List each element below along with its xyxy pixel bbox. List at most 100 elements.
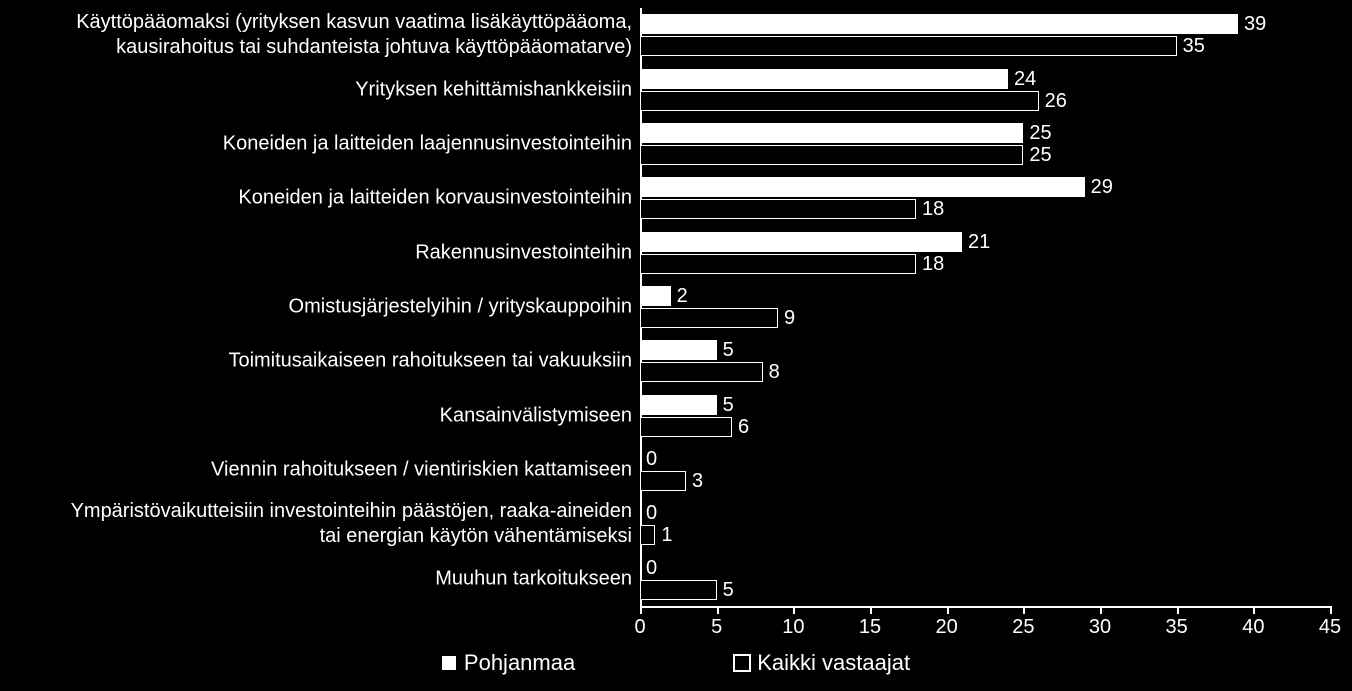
bar-wrap: 24 (640, 69, 1330, 89)
bar-wrap: 8 (640, 362, 1330, 382)
bar-value: 5 (723, 580, 734, 600)
bar-value: 26 (1045, 91, 1067, 111)
bar-wrap: 25 (640, 145, 1330, 165)
x-tick-label: 35 (1166, 616, 1188, 639)
category-label: Muuhun tarkoitukseen (12, 566, 632, 591)
x-tick-label: 40 (1242, 616, 1264, 639)
bar-wrap: 3 (640, 471, 1330, 491)
bar (640, 471, 686, 491)
bar (640, 395, 717, 415)
bar-wrap: 5 (640, 395, 1330, 415)
bar-value: 0 (646, 558, 657, 578)
legend: Pohjanmaa Kaikki vastaajat (0, 650, 1352, 676)
bar-value: 35 (1183, 36, 1205, 56)
bar (640, 69, 1008, 89)
category-label: Viennin rahoitukseen / vientiriskien kat… (12, 458, 632, 483)
x-tick (1177, 606, 1179, 614)
bar-group: 03 (640, 443, 1330, 497)
x-tick (870, 606, 872, 614)
x-tick-label: 45 (1319, 616, 1341, 639)
bar-wrap: 6 (640, 417, 1330, 437)
bar (640, 525, 655, 545)
category-label: Omistusjärjestelyihin / yrityskauppoihin (12, 294, 632, 319)
x-tick-label: 25 (1012, 616, 1034, 639)
bar-value: 2 (677, 286, 688, 306)
bar-value: 39 (1244, 14, 1266, 34)
bar-wrap: 0 (640, 503, 1330, 523)
category-label: Käyttöpääomaksi (yrityksen kasvun vaatim… (12, 10, 632, 60)
bar (640, 199, 916, 219)
bar-value: 25 (1029, 145, 1051, 165)
bar (640, 340, 717, 360)
category-label: Koneiden ja laitteiden korvausinvestoint… (12, 186, 632, 211)
bar-group: 01 (640, 497, 1330, 551)
bar-group: 56 (640, 389, 1330, 443)
category-label: Yrityksen kehittämishankkeisiin (12, 77, 632, 102)
bar-group: 29 18 (640, 171, 1330, 225)
bar-value: 18 (922, 199, 944, 219)
bar-wrap: 2 (640, 286, 1330, 306)
bar-wrap: 21 (640, 232, 1330, 252)
bar (640, 36, 1177, 56)
x-tick (1023, 606, 1025, 614)
x-tick (717, 606, 719, 614)
bar-value: 9 (784, 308, 795, 328)
x-tick (640, 606, 642, 614)
legend-item-kaikki: Kaikki vastaajat (735, 650, 910, 676)
bar-wrap: 5 (640, 340, 1330, 360)
bar-wrap: 0 (640, 558, 1330, 578)
bar-wrap: 18 (640, 199, 1330, 219)
category-label: Kansainvälistymiseen (12, 403, 632, 428)
bar-wrap: 35 (640, 36, 1330, 56)
legend-swatch (735, 656, 749, 670)
x-tick (1330, 606, 1332, 614)
category-label: Rakennusinvestointeihin (12, 240, 632, 265)
bar-value: 5 (723, 395, 734, 415)
plot-area: 39352426252529182118295856030105 (640, 8, 1330, 606)
x-tick-label: 30 (1089, 616, 1111, 639)
bar-wrap: 0 (640, 449, 1330, 469)
x-tick-label: 20 (936, 616, 958, 639)
bar-wrap: 1 (640, 525, 1330, 545)
bar-group: 05 (640, 552, 1330, 606)
bar (640, 177, 1085, 197)
bar-group: 2118 (640, 225, 1330, 279)
bar-value: 18 (922, 254, 944, 274)
bar-wrap: 18 (640, 254, 1330, 274)
legend-swatch (442, 656, 456, 670)
x-tick (947, 606, 949, 614)
bar-group: 58 (640, 334, 1330, 388)
bar-value: 0 (646, 503, 657, 523)
bar (640, 14, 1238, 34)
bar-value: 3 (692, 471, 703, 491)
bar-wrap: 25 (640, 123, 1330, 143)
x-tick-label: 10 (782, 616, 804, 639)
bar-value: 29 (1091, 177, 1113, 197)
bar-value: 25 (1029, 123, 1051, 143)
x-axis: 051015202530354045 (640, 606, 1330, 646)
bar-value: 6 (738, 417, 749, 437)
x-tick (1100, 606, 1102, 614)
horizontal-grouped-bar-chart: 39352426252529182118295856030105 0510152… (0, 0, 1352, 691)
bar-wrap: 39 (640, 14, 1330, 34)
bar-wrap: 26 (640, 91, 1330, 111)
bar (640, 286, 671, 306)
bar (640, 91, 1039, 111)
legend-label: Kaikki vastaajat (757, 650, 910, 676)
bar-group: 2525 (640, 117, 1330, 171)
x-tick-label: 0 (634, 616, 645, 639)
bar-group: 24 26 (640, 62, 1330, 116)
bar (640, 362, 763, 382)
bar-value: 5 (723, 340, 734, 360)
legend-label: Pohjanmaa (464, 650, 575, 676)
bar (640, 254, 916, 274)
bar-value: 1 (661, 525, 672, 545)
category-label: Ympäristövaikutteisiin investointeihin p… (12, 499, 632, 549)
bar (640, 417, 732, 437)
bar-value: 8 (769, 362, 780, 382)
category-label: Toimitusaikaiseen rahoitukseen tai vakuu… (12, 349, 632, 374)
bar-value: 0 (646, 449, 657, 469)
bar (640, 232, 962, 252)
bar-value: 24 (1014, 69, 1036, 89)
bar-wrap: 29 (640, 177, 1330, 197)
